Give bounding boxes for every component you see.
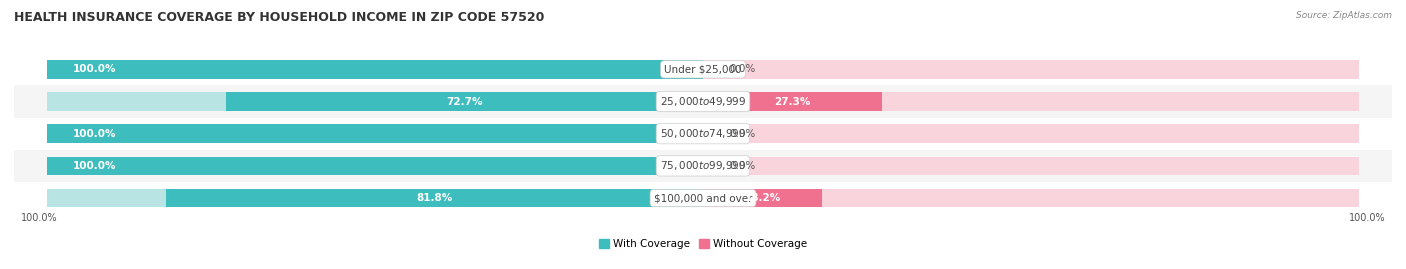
- Bar: [703, 124, 1360, 143]
- Bar: [226, 92, 703, 111]
- Bar: [703, 92, 882, 111]
- Text: 100.0%: 100.0%: [73, 161, 117, 171]
- Text: Under $25,000: Under $25,000: [664, 64, 742, 74]
- Bar: [14, 182, 1392, 214]
- Bar: [14, 53, 1392, 86]
- Bar: [14, 150, 1392, 182]
- Text: 27.3%: 27.3%: [775, 97, 811, 107]
- Bar: [46, 157, 703, 175]
- Text: 81.8%: 81.8%: [416, 193, 453, 203]
- Text: 0.0%: 0.0%: [730, 129, 755, 139]
- Bar: [46, 124, 703, 143]
- Bar: [14, 86, 1392, 118]
- Bar: [703, 157, 1360, 175]
- Bar: [703, 60, 1360, 79]
- Text: $50,000 to $74,999: $50,000 to $74,999: [659, 127, 747, 140]
- Bar: [46, 124, 703, 143]
- Bar: [46, 60, 703, 79]
- Text: $100,000 and over: $100,000 and over: [654, 193, 752, 203]
- Bar: [703, 189, 1360, 207]
- Text: $25,000 to $49,999: $25,000 to $49,999: [659, 95, 747, 108]
- Legend: With Coverage, Without Coverage: With Coverage, Without Coverage: [595, 235, 811, 253]
- Text: 100.0%: 100.0%: [21, 213, 58, 223]
- Bar: [703, 189, 823, 207]
- Text: Source: ZipAtlas.com: Source: ZipAtlas.com: [1296, 11, 1392, 20]
- Bar: [46, 60, 703, 79]
- Bar: [166, 189, 703, 207]
- Text: HEALTH INSURANCE COVERAGE BY HOUSEHOLD INCOME IN ZIP CODE 57520: HEALTH INSURANCE COVERAGE BY HOUSEHOLD I…: [14, 11, 544, 24]
- Text: 0.0%: 0.0%: [730, 161, 755, 171]
- Bar: [46, 92, 703, 111]
- Bar: [46, 157, 703, 175]
- Bar: [46, 189, 703, 207]
- Text: 100.0%: 100.0%: [73, 129, 117, 139]
- Text: 100.0%: 100.0%: [73, 64, 117, 74]
- Text: $75,000 to $99,999: $75,000 to $99,999: [659, 159, 747, 172]
- Text: 18.2%: 18.2%: [745, 193, 780, 203]
- Text: 100.0%: 100.0%: [1348, 213, 1385, 223]
- Bar: [703, 92, 1360, 111]
- Text: 72.7%: 72.7%: [446, 97, 482, 107]
- Bar: [14, 118, 1392, 150]
- Text: 0.0%: 0.0%: [730, 64, 755, 74]
